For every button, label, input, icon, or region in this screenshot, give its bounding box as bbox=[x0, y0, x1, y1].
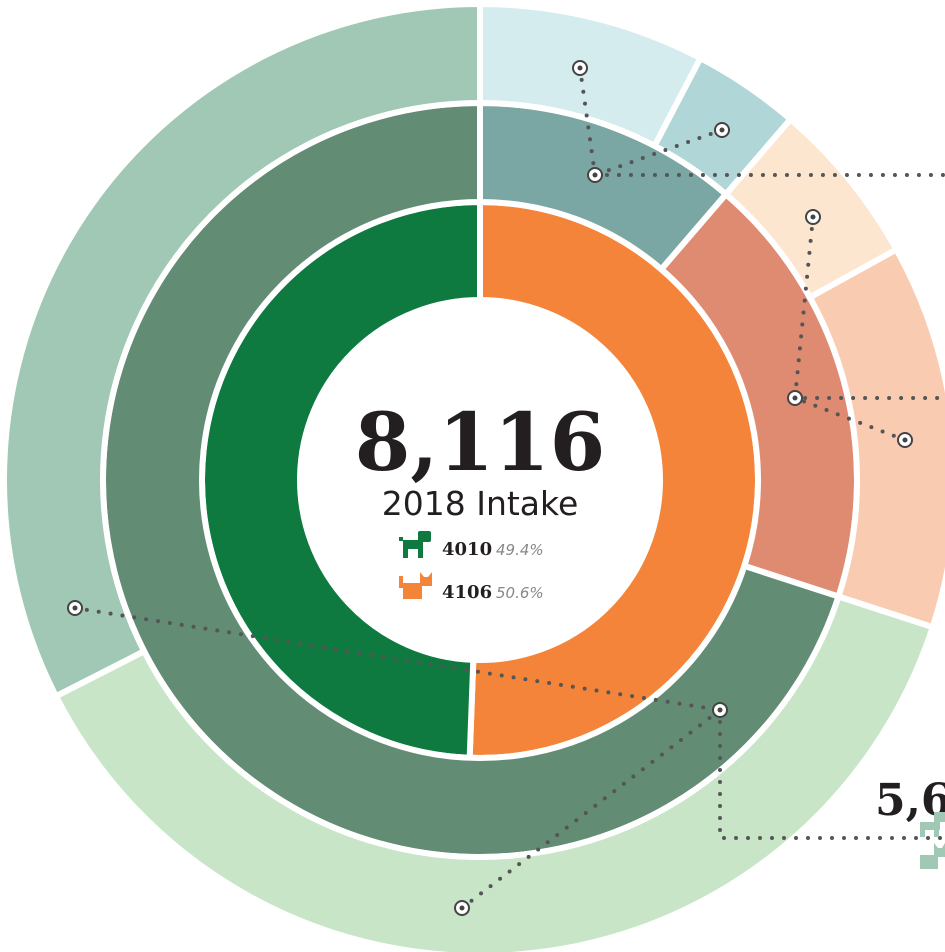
faded-icons bbox=[920, 812, 945, 869]
leader-line bbox=[718, 708, 945, 840]
ring-segment bbox=[1, 0, 483, 701]
cat-count: 4106 bbox=[442, 582, 492, 603]
cat-icon bbox=[399, 572, 432, 599]
marker bbox=[454, 900, 470, 916]
subtitle: 2018 Intake bbox=[382, 484, 579, 523]
ring-segment bbox=[51, 592, 937, 952]
cat-percent: 50.6% bbox=[496, 584, 544, 602]
leader-line bbox=[793, 396, 907, 442]
leader-line bbox=[73, 606, 722, 712]
marker bbox=[712, 702, 728, 718]
marker bbox=[587, 167, 603, 183]
marker bbox=[897, 432, 913, 448]
marker bbox=[67, 600, 83, 616]
dog-icon bbox=[399, 531, 431, 558]
marker bbox=[805, 209, 821, 225]
leader-line bbox=[593, 128, 724, 177]
total: 8,116 bbox=[355, 395, 606, 489]
marker bbox=[572, 60, 588, 76]
dog-count: 4010 bbox=[442, 539, 492, 560]
annotation: 5,6 bbox=[875, 775, 945, 826]
marker bbox=[714, 122, 730, 138]
markers bbox=[67, 60, 913, 916]
dog-percent: 49.4% bbox=[496, 541, 544, 559]
marker bbox=[787, 390, 803, 406]
